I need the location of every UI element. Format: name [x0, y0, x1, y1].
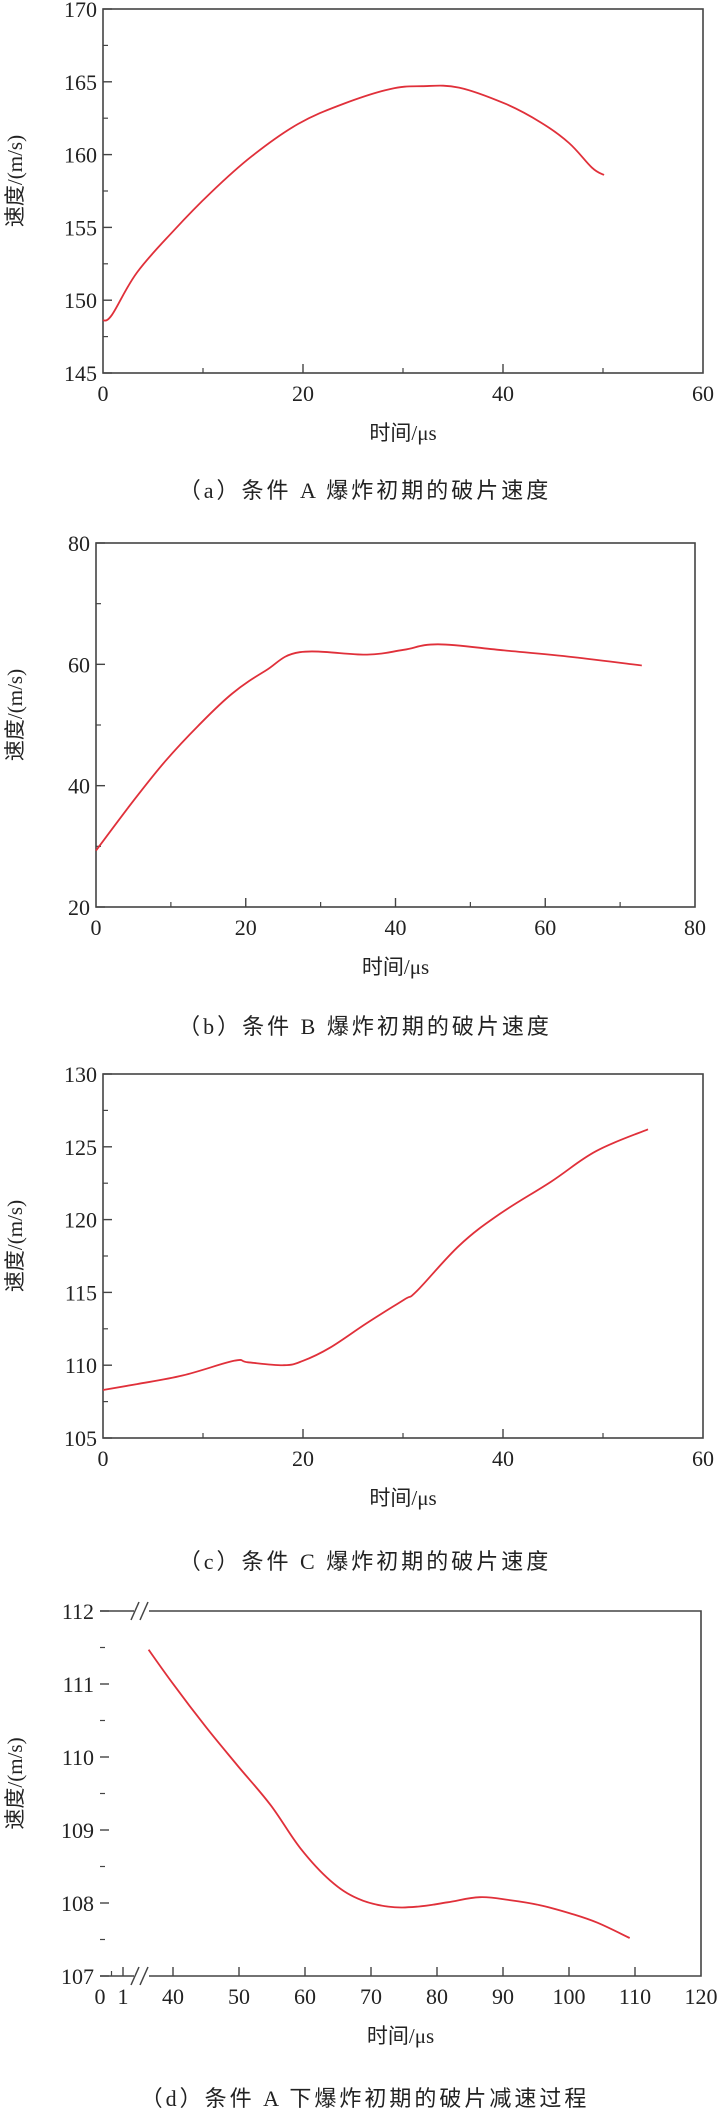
x-tick-label: 40	[492, 381, 514, 406]
y-axis-label: 速度/(m/s)	[3, 1200, 27, 1292]
x-tick-label: 0	[95, 1984, 106, 2009]
caption-d: （d）条件 A 下爆炸初期的破片减速过程	[140, 2086, 590, 2111]
x-tick-label: 60	[692, 381, 714, 406]
y-axis-label: 速度/(m/s)	[3, 135, 27, 227]
x-tick-label: 60	[294, 1984, 316, 2009]
x-tick-label: 60	[534, 915, 556, 940]
plot-d: 107 108 109 110 111 112 0 1 40 50 60 70 80 90 100 110 12…	[3, 1599, 718, 2048]
y-tick-label: 125	[64, 1135, 97, 1160]
x-tick-label: 120	[685, 1984, 718, 2009]
y-tick-label: 110	[62, 1745, 94, 1770]
axis-break-top-icon	[130, 1601, 149, 1621]
x-tick-label: 40	[492, 1446, 514, 1471]
x-axis-label: 时间/μs	[369, 421, 436, 445]
y-tick-label: 109	[61, 1818, 94, 1843]
y-tick-label: 165	[64, 70, 97, 95]
y-tick-label: 60	[68, 652, 90, 677]
caption-c: （c）条件 C 爆炸初期的破片速度	[178, 1549, 552, 1574]
x-tick-label: 60	[692, 1446, 714, 1471]
plot-frame	[100, 1610, 702, 1977]
x-tick-label: 110	[619, 1984, 651, 2009]
caption-a: （a）条件 A 爆炸初期的破片速度	[178, 478, 552, 503]
y-tick-label: 105	[64, 1426, 97, 1451]
y-tick-label: 108	[61, 1891, 94, 1916]
y-tick-label: 150	[64, 288, 97, 313]
x-tick-label: 50	[228, 1984, 250, 2009]
y-tick-label: 112	[62, 1599, 94, 1624]
x-tick-label: 40	[162, 1984, 184, 2009]
x-axis-label: 时间/μs	[362, 955, 429, 979]
x-tick-label: 0	[98, 381, 109, 406]
data-line	[147, 1649, 631, 1939]
x-tick-label: 0	[91, 915, 102, 940]
x-tick-label: 20	[292, 381, 314, 406]
y-axis-label: 速度/(m/s)	[3, 669, 27, 761]
data-line	[102, 1128, 649, 1391]
y-tick-label: 40	[68, 774, 90, 799]
x-tick-label: 0	[98, 1446, 109, 1471]
x-tick-label: 40	[385, 915, 407, 940]
y-tick-label: 160	[64, 143, 97, 168]
y-tick-label: 130	[64, 1062, 97, 1087]
y-tick-label: 115	[65, 1280, 97, 1305]
x-tick-label: 70	[360, 1984, 382, 2009]
plot-c: 105 110 115 120 125 130 0 20 40 60 时间/μs 速度/(m/s)	[3, 1062, 714, 1510]
y-axis-label: 速度/(m/s)	[3, 1737, 27, 1829]
x-axis-label: 时间/μs	[367, 2024, 434, 2048]
data-line	[102, 84, 605, 322]
data-line	[95, 643, 642, 852]
x-tick-label: 20	[292, 1446, 314, 1471]
x-tick-label: 100	[553, 1984, 586, 2009]
caption-b: （b）条件 B 爆炸初期的破片速度	[178, 1014, 552, 1039]
x-tick-label: 20	[235, 915, 257, 940]
plot-a: 145 150 155 160 165 170 0 20 40 60 时间/μs 速度/(m/s)	[3, 0, 714, 445]
y-tick-label: 110	[65, 1353, 97, 1378]
y-tick-label: 170	[64, 0, 97, 22]
y-tick-label: 155	[64, 215, 97, 240]
x-tick-label: 1	[118, 1984, 129, 2009]
axis-break-bottom-icon	[130, 1966, 149, 1986]
x-axis-label: 时间/μs	[369, 1486, 436, 1510]
x-tick-label: 80	[426, 1984, 448, 2009]
y-tick-label: 120	[64, 1208, 97, 1233]
y-tick-label: 80	[68, 531, 90, 556]
x-tick-label: 90	[492, 1984, 514, 2009]
y-tick-label: 107	[61, 1964, 94, 1989]
y-tick-label: 111	[63, 1672, 94, 1697]
y-tick-label: 20	[68, 895, 90, 920]
x-tick-label: 80	[684, 915, 706, 940]
y-tick-label: 145	[64, 361, 97, 386]
